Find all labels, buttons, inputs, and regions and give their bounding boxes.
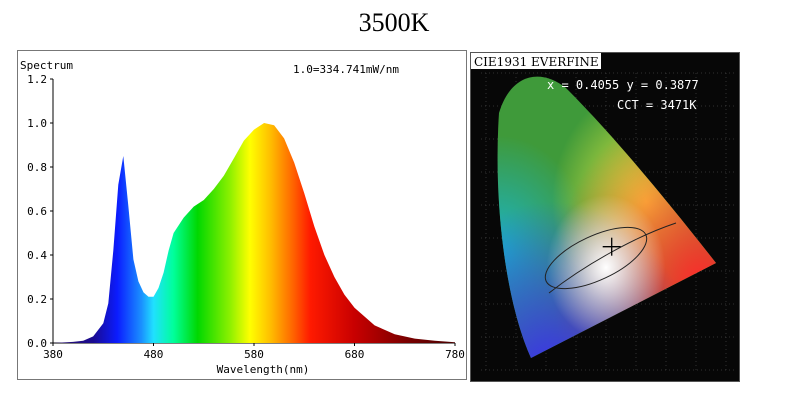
cie-title-background bbox=[471, 53, 601, 69]
chromaticity-marker-layer bbox=[602, 237, 621, 256]
y-tick-label: 1.0 bbox=[27, 117, 47, 130]
chromaticity-point bbox=[602, 237, 621, 256]
chromaticity-xy-readout: x = 0.4055 y = 0.3877 bbox=[547, 78, 699, 92]
y-tick-label: 0.2 bbox=[27, 293, 47, 306]
spectrum-axes: 0.0 0.2 0.4 0.6 0.8 1.0 1.2 380 480 580 680 780 bbox=[27, 73, 465, 361]
cie-plot: CIE1931 EVERFINE x = 0.4055 y = 0.3877 C… bbox=[471, 53, 736, 371]
y-axis-label: Spectrum bbox=[20, 59, 73, 72]
cct-readout: CCT = 3471K bbox=[617, 98, 697, 112]
chromaticity-horseshoe bbox=[497, 76, 717, 359]
y-tick-label: 0.6 bbox=[27, 205, 47, 218]
cie-diagram: CIE1931 EVERFINE x = 0.4055 y = 0.3877 C… bbox=[470, 52, 740, 382]
spectrum-chart: 0.0 0.2 0.4 0.6 0.8 1.0 1.2 380 480 580 680 780 Spe… bbox=[17, 50, 467, 380]
spectrum-plot: 0.0 0.2 0.4 0.6 0.8 1.0 1.2 380 480 580 680 780 Spe… bbox=[20, 59, 465, 376]
x-tick-label: 680 bbox=[345, 348, 365, 361]
x-tick-label: 780 bbox=[445, 348, 465, 361]
page-title: 3500K bbox=[358, 8, 430, 37]
spectrum-subtitle: 1.0=334.741mW/nm bbox=[293, 63, 399, 76]
x-tick-label: 380 bbox=[43, 348, 63, 361]
y-tick-label: 0.0 bbox=[27, 337, 47, 350]
x-axis-label: Wavelength(nm) bbox=[217, 363, 310, 376]
y-tick-label: 0.4 bbox=[27, 249, 47, 262]
cie-title: CIE1931 EVERFINE bbox=[474, 55, 599, 69]
x-tick-label: 480 bbox=[144, 348, 164, 361]
x-tick-label: 580 bbox=[244, 348, 264, 361]
spectrum-area bbox=[53, 123, 455, 343]
spectrum-area-layer bbox=[53, 123, 455, 343]
y-tick-label: 0.8 bbox=[27, 161, 47, 174]
y-tick-label: 1.2 bbox=[27, 73, 47, 86]
